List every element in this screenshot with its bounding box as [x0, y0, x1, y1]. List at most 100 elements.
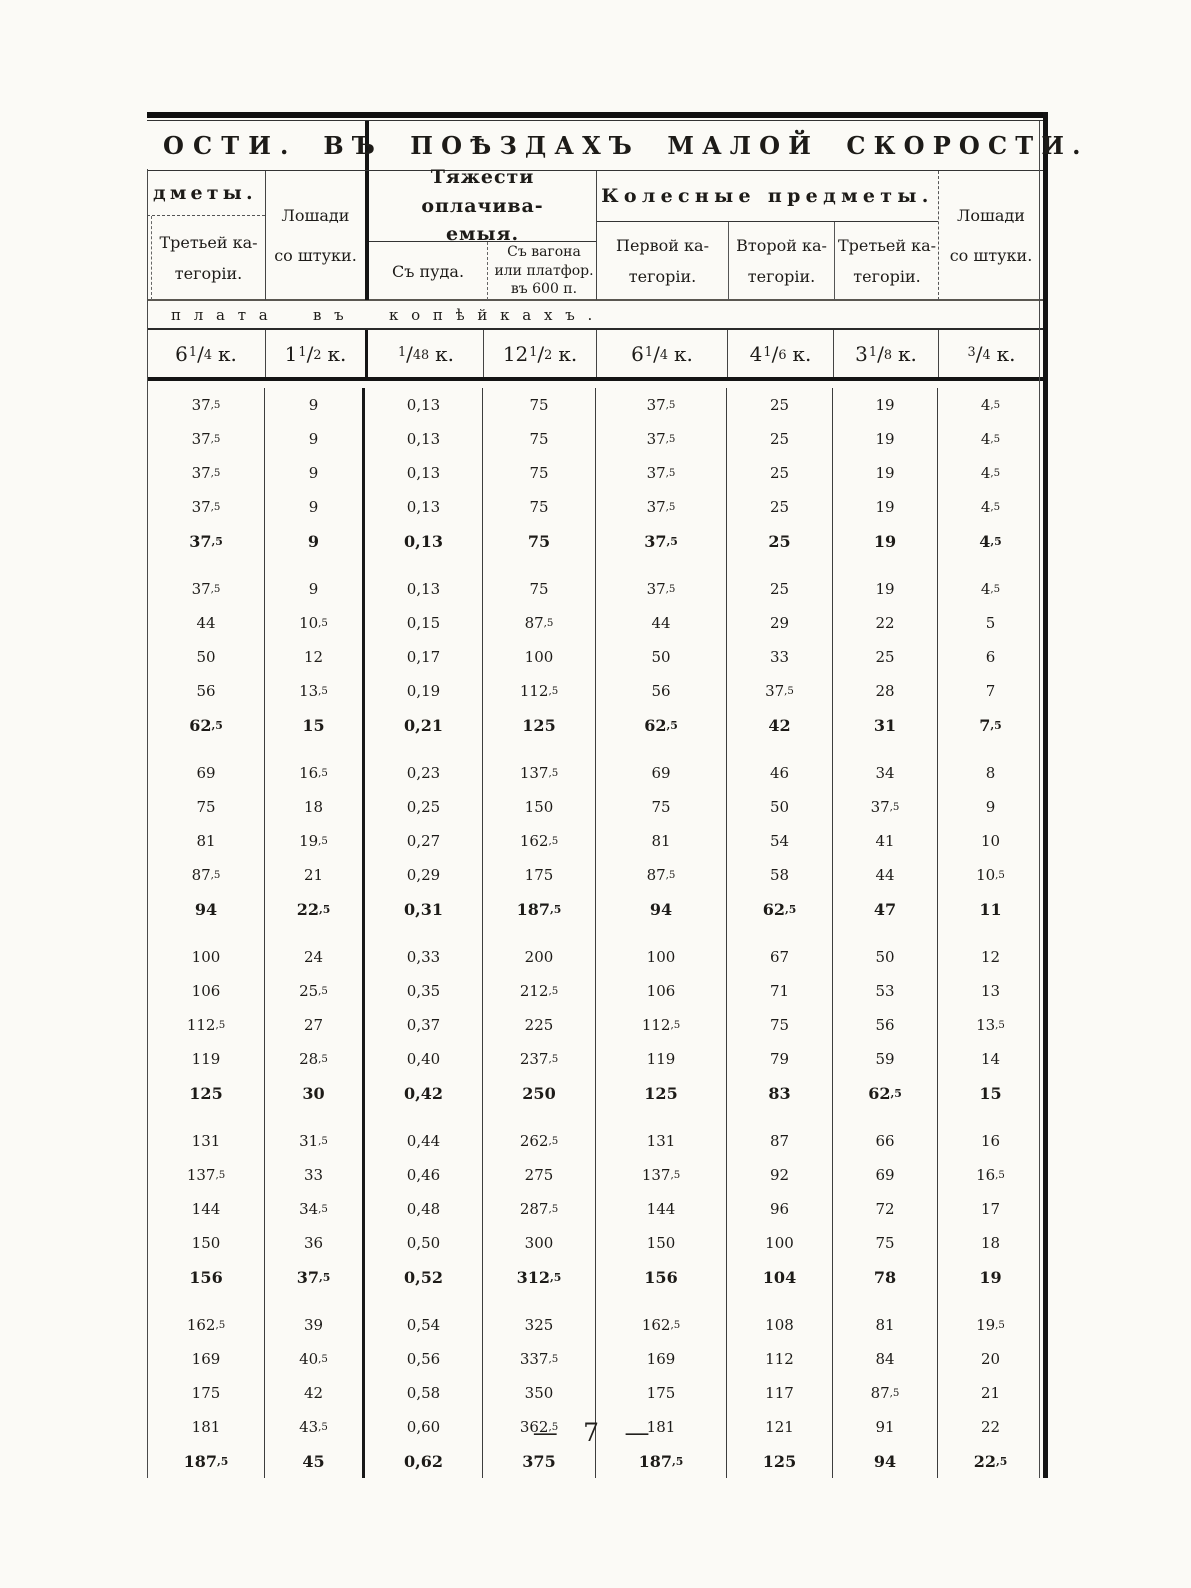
cell: 9 [265, 524, 365, 558]
cell: 79 [727, 1042, 833, 1076]
cell [147, 742, 265, 756]
cell: 16 [980, 1132, 1001, 1150]
cell: 25 [727, 490, 833, 524]
rate-cell: 3 1/8 к. [833, 330, 938, 377]
header-third-category-wheeled: Третьей ка-тегоріи. [834, 222, 939, 300]
cell [727, 1110, 833, 1124]
cell: 39 [265, 1308, 365, 1342]
title-row: ОСТИ. ВЪ ПОѢЗДАХЪ МАЛОЙ СКОРОСТИ. [147, 121, 1080, 171]
top-rule-inner [147, 120, 1043, 121]
cell: 81 [596, 824, 727, 858]
rate-cell: 6 1/4 к. [175, 341, 237, 366]
title-left-cutoff: ОСТИ. [163, 131, 298, 160]
header-wheeled-objects-title: Колесные предметы. [597, 171, 938, 222]
cell: 37,5 [147, 422, 265, 456]
cell: 100 [727, 1226, 833, 1260]
data-row: 37,5 9 0,13 75 37,5 25 19 4,5 [147, 456, 1043, 490]
cell: 19 [833, 388, 938, 422]
cell: 0,58 [365, 1376, 483, 1410]
cell: 262,5 [483, 1124, 596, 1158]
cell: 40,5 [265, 1342, 365, 1376]
cell: 37,5 [147, 456, 265, 490]
cell: 72 [833, 1192, 938, 1226]
cell: 17 [980, 1200, 1001, 1218]
cell: 19 [833, 524, 938, 558]
cell: 22 [980, 1418, 1001, 1436]
cell: 106 [147, 974, 265, 1008]
rate-row: 6 1/4 к. 1 1/2 к. 1/48 к. 12 1/2 к. 6 1/4 к. 4 1/6… [147, 330, 1043, 381]
cell: 81 [833, 1308, 938, 1342]
cell: 75 [147, 790, 265, 824]
cell: 187,5 [596, 1444, 727, 1478]
cell: 300 [483, 1226, 596, 1260]
cell: 0,48 [365, 1192, 483, 1226]
cell: 7,5 [979, 715, 1002, 735]
rate-cell: 4 1/6 к. [727, 330, 833, 377]
cell [833, 742, 938, 756]
spacer-row [147, 1294, 1043, 1308]
data-row: 119 28,5 0,40 237,5 119 79 59 14 [147, 1042, 1043, 1076]
cell: 19,5 [265, 824, 365, 858]
cell: 75 [833, 1226, 938, 1260]
cell: 0,52 [365, 1260, 483, 1294]
cell: 78 [833, 1260, 938, 1294]
cell: 22 [833, 606, 938, 640]
data-row: 137,5 33 0,46 275 137,5 92 69 16,5 [147, 1158, 1043, 1192]
cell: 237,5 [483, 1042, 596, 1076]
cell: 12 [980, 948, 1001, 966]
cell [365, 742, 483, 756]
cell: 37,5 [147, 572, 265, 606]
cell: 0,62 [365, 1444, 483, 1478]
cell [938, 926, 1043, 940]
data-row: 75 18 0,25 150 75 50 37,5 9 [147, 790, 1043, 824]
cell [833, 926, 938, 940]
cell: 169 [147, 1342, 265, 1376]
cell: 75 [483, 524, 596, 558]
cell [365, 926, 483, 940]
cell: 50 [727, 790, 833, 824]
data-row: 131 31,5 0,44 262,5 131 87 66 16 [147, 1124, 1043, 1158]
cell: 0,33 [365, 940, 483, 974]
cell: 9 [265, 572, 365, 606]
cell: 187,5 [483, 892, 596, 926]
cell: 8 [985, 764, 996, 782]
cell: 94 [147, 892, 265, 926]
header-group-wheeled-objects: Колесные предметы. Первой ка-тегоріи. Вт… [596, 171, 938, 300]
cell: 37,5 [833, 790, 938, 824]
cell: 162,5 [596, 1308, 727, 1342]
cell: 87 [727, 1124, 833, 1158]
cell: 56 [833, 1008, 938, 1042]
cell: 156 [596, 1260, 727, 1294]
cell: 24 [265, 940, 365, 974]
cell: 4,5 [980, 430, 1001, 448]
cell: 325 [483, 1308, 596, 1342]
cell [938, 1110, 1043, 1124]
cell [833, 1294, 938, 1308]
cell: 6 [985, 648, 996, 666]
cell: 112,5 [483, 674, 596, 708]
left-border [147, 169, 148, 1478]
cell: 37,5 [596, 422, 727, 456]
cell: 75 [596, 790, 727, 824]
cell: 45 [265, 1444, 365, 1478]
data-row: 181 43,5 0,60 362,5 181 121 91 22 [147, 1410, 1043, 1444]
cell: 91 [833, 1410, 938, 1444]
data-row: 37,5 9 0,13 75 37,5 25 19 4,5 [147, 490, 1043, 524]
cell: 46 [727, 756, 833, 790]
cell: 0,29 [365, 858, 483, 892]
cell: 100 [596, 940, 727, 974]
cell [727, 926, 833, 940]
cell: 53 [833, 974, 938, 1008]
cell: 0,46 [365, 1158, 483, 1192]
header-payable-weights-title: Тяжести оплачива-емыя. [369, 166, 596, 245]
cell: 0,60 [365, 1410, 483, 1444]
cell: 69 [833, 1158, 938, 1192]
cell [596, 742, 727, 756]
cell: 87,5 [596, 858, 727, 892]
cell: 137,5 [483, 756, 596, 790]
cell: 29 [727, 606, 833, 640]
data-row: 87,5 21 0,29 175 87,5 58 44 10,5 [147, 858, 1043, 892]
data-row: 125 30 0,42 250 125 83 62,5 15 [147, 1076, 1043, 1110]
cell: 162,5 [483, 824, 596, 858]
